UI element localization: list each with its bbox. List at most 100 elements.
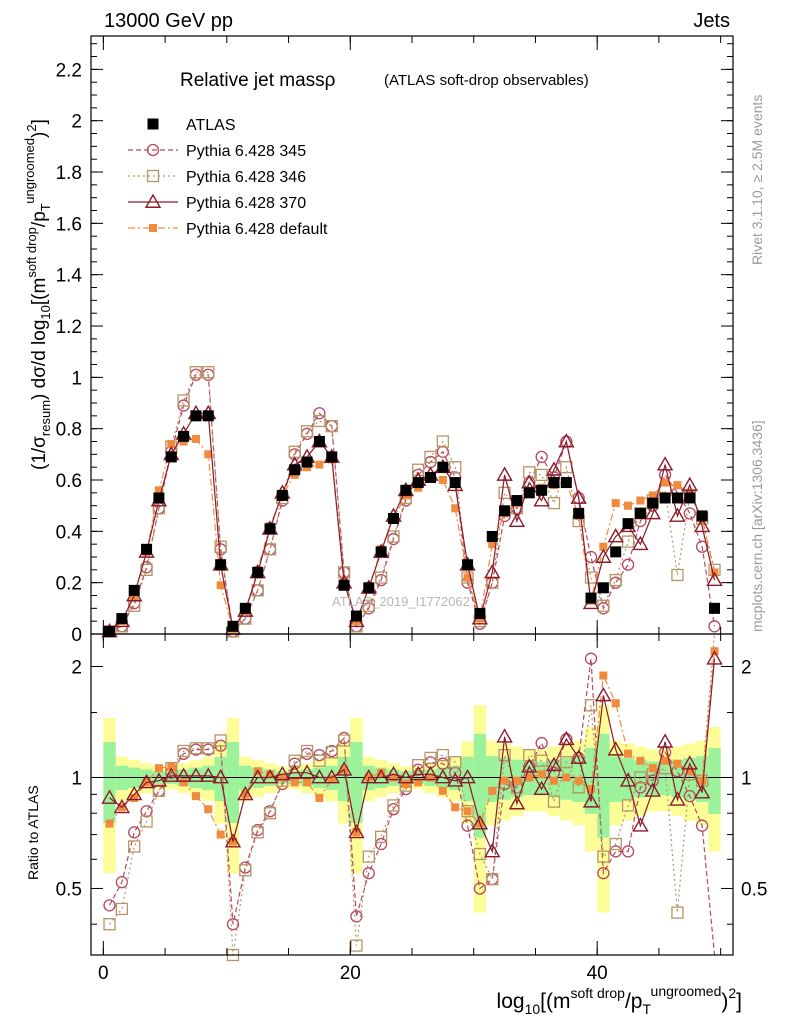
data-point [560, 461, 573, 474]
ratio-point [535, 754, 548, 767]
ratio-point [239, 864, 252, 877]
y-tick-label: 1.8 [56, 163, 82, 184]
legend-marker [146, 169, 160, 183]
ratio-y-tick-label: 2 [71, 657, 82, 678]
ratio-point [706, 650, 723, 665]
data-point [656, 456, 674, 471]
ratio-y-tick-label: 1 [71, 768, 82, 789]
data-point [484, 563, 501, 579]
data-point [326, 451, 338, 463]
ratio-point [584, 652, 598, 665]
data-point [499, 505, 511, 517]
ratio-point [545, 756, 563, 772]
data-point [558, 433, 575, 448]
data-point [584, 550, 598, 564]
data-point [595, 548, 612, 563]
ratio-point [533, 780, 550, 796]
chart-subtitle: (ATLAS soft-drop observables) [384, 72, 589, 89]
data-point [624, 501, 633, 510]
ratio-point [587, 785, 596, 794]
data-point [436, 445, 450, 458]
data-point [486, 530, 498, 542]
data-point [338, 579, 350, 591]
series-line [109, 374, 716, 633]
data-point [547, 496, 561, 510]
ratio-point [175, 767, 192, 782]
series-line [109, 371, 716, 633]
data-point [128, 599, 141, 612]
y-tick-label: 0.4 [56, 522, 83, 543]
ratio-point [597, 850, 610, 863]
ratio-point [549, 776, 558, 785]
x-tick-label: 40 [587, 963, 608, 984]
data-point [289, 464, 301, 476]
ratio-point [486, 872, 499, 886]
data-point [128, 584, 140, 596]
data-point [696, 510, 708, 522]
ratio-point [189, 742, 203, 755]
ratio-point [484, 843, 501, 858]
ratio-point [508, 795, 526, 810]
data-point [597, 582, 609, 594]
data-point [325, 419, 338, 433]
data-point [647, 497, 659, 509]
ratio-point [471, 815, 489, 830]
data-point [706, 571, 723, 587]
ratio-point [632, 817, 649, 832]
ratio-point [327, 775, 336, 784]
ratio-point [179, 778, 188, 787]
ratio-point [152, 784, 166, 797]
ratio-point [521, 758, 538, 773]
data-point [535, 468, 548, 482]
data-point [684, 492, 696, 504]
ratio-point [434, 769, 452, 784]
y-tick-label: 2.2 [56, 60, 82, 81]
ratio-point [216, 830, 225, 839]
data-point [313, 414, 326, 428]
ratio-point [695, 819, 709, 832]
y-tick-label: 1 [71, 368, 82, 389]
data-point [536, 484, 548, 496]
ratio-point [461, 819, 474, 832]
ratio-point [226, 918, 240, 931]
data-point [425, 471, 437, 483]
data-point [116, 613, 128, 625]
ratio-point [389, 773, 398, 782]
data-point [400, 484, 412, 496]
x-tick-label: 20 [340, 963, 361, 984]
ratio-point [656, 733, 674, 748]
data-point [681, 476, 698, 492]
data-point [671, 492, 683, 504]
ratio-point [648, 764, 657, 773]
data-point [659, 492, 671, 504]
ratio-point [646, 774, 659, 787]
data-point [511, 495, 523, 507]
header-right: Jets [693, 10, 730, 32]
ratio-point [488, 786, 497, 795]
ratio-point [249, 769, 266, 784]
ratio-point [463, 807, 472, 816]
ratio-point [558, 730, 575, 746]
data-point [424, 450, 437, 464]
data-point [451, 504, 460, 513]
ratio-point [436, 748, 450, 762]
legend-marker [144, 193, 162, 208]
ratio-point [177, 744, 190, 758]
ratio-point [409, 765, 427, 781]
data-point [523, 466, 536, 479]
data-point [375, 546, 387, 558]
data-point [362, 599, 375, 612]
ratio-point [325, 746, 338, 759]
ratio-point [337, 734, 351, 747]
data-point [202, 410, 214, 422]
y-tick-label: 1.2 [56, 317, 82, 338]
ratio-point [461, 805, 474, 818]
ratio-point [266, 770, 275, 779]
data-point [461, 571, 474, 584]
data-point [661, 478, 670, 487]
ratio-point [599, 671, 608, 680]
band-green [609, 756, 622, 802]
data-point [693, 517, 711, 533]
data-point [363, 582, 375, 594]
band-green [584, 747, 598, 814]
